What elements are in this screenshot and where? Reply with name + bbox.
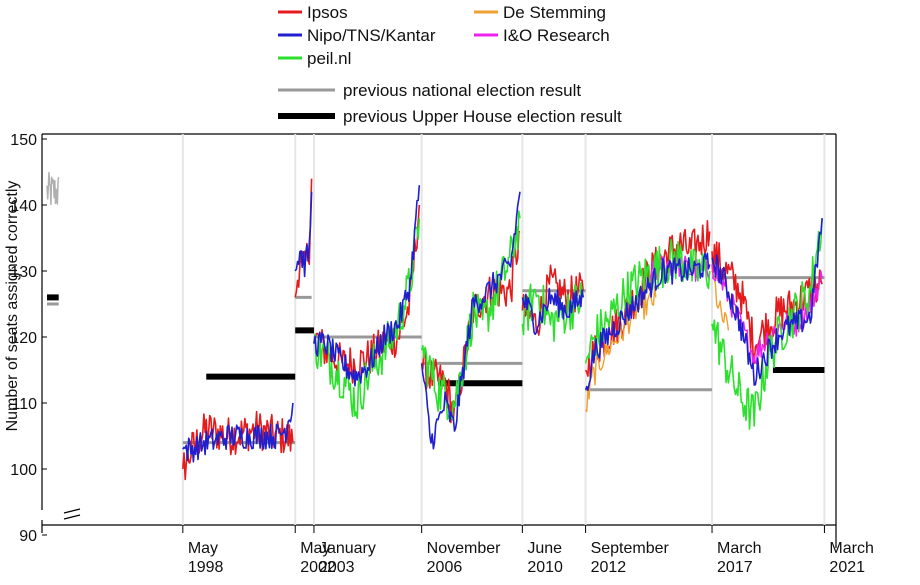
early-period-line [46,172,60,206]
y-axis-ticks: 90 100 110 120 130 140 150 [10,132,47,545]
x-tick-label-month: May [188,540,218,557]
x-axis-ticks: May 1998 May 2002 January 2003 November 2006 Jun… [182,525,874,576]
series-line-peil-nl [711,218,823,430]
legend-label-de-stemming: De Stemming [503,3,606,22]
x-tick-label-month: June [527,540,562,557]
x-tick-label-year: 2021 [829,559,865,576]
legend-item-nipo: Nipo/TNS/Kantar [278,26,436,45]
series-line-peil-nl [313,218,421,420]
x-tick-label-year: 2010 [527,559,563,576]
series-lines [182,178,823,481]
x-tick-label-year: 2002 [300,559,336,576]
y-tick-label: 140 [10,198,37,215]
series-line-nipo-tns-kantar [521,287,584,336]
plot-frame [41,133,837,548]
x-tick-label-month: March [717,540,761,557]
x-tick-label-month: May [300,540,330,557]
x-tick-label-year: 2006 [427,559,463,576]
legend: Ipsos De Stemming Nipo/TNS/Kantar I&O Re… [278,3,622,126]
series-line-nipo-tns-kantar [420,191,521,450]
x-tick-label-month: September [591,540,670,557]
y-tick-label: 130 [10,264,37,281]
y-axis-break-icon [63,508,81,520]
upper-house-election-lines [47,294,825,387]
series-line-nipo-tns-kantar [711,218,823,386]
y-tick-label: 150 [10,132,37,149]
legend-item-ipsos: Ipsos [278,3,348,22]
y-tick-label: 120 [10,330,37,347]
legend-label-peil: peil.nl [307,49,351,68]
legend-label-ipsos: Ipsos [307,3,348,22]
legend-item-upper-house: previous Upper House election result [278,107,622,126]
series-line-peil-nl [521,282,584,343]
legend-item-io-research: I&O Research [474,26,610,45]
x-tick-label-year: 2012 [591,559,627,576]
y-tick-label: 110 [11,396,37,413]
series-line-nipo-tns-kantar [294,191,313,278]
x-tick-label-month: January [319,540,376,557]
y-tick-label: 100 [10,462,37,479]
series-line-nipo-tns-kantar [313,185,421,387]
legend-label-upper-house: previous Upper House election result [343,107,622,126]
x-tick-label-year: 2003 [319,559,355,576]
y-tick-label: 90 [19,528,37,545]
series-line-nipo-tns-kantar [182,402,294,463]
series-line-peil-nl [420,210,521,421]
x-tick-label-month: November [427,540,501,557]
x-tick-label-year: 2017 [717,559,753,576]
early-period-series [46,172,60,206]
series-line-ipsos [711,241,823,365]
legend-label-io-research: I&O Research [503,26,610,45]
legend-item-peil: peil.nl [278,49,351,68]
legend-item-de-stemming: De Stemming [474,3,606,22]
national-election-lines [47,276,825,445]
series-line-nipo-tns-kantar [584,252,711,392]
legend-label-nipo: Nipo/TNS/Kantar [307,26,436,45]
series-line-peil-nl [584,238,711,364]
legend-label-national-election: previous national election result [343,81,581,100]
y-axis-title: Number of seats assigned correctly [4,181,21,432]
legend-item-national-election: previous national election result [278,81,581,100]
x-tick-label-year: 1998 [188,559,224,576]
x-tick-label-month: March [829,540,873,557]
